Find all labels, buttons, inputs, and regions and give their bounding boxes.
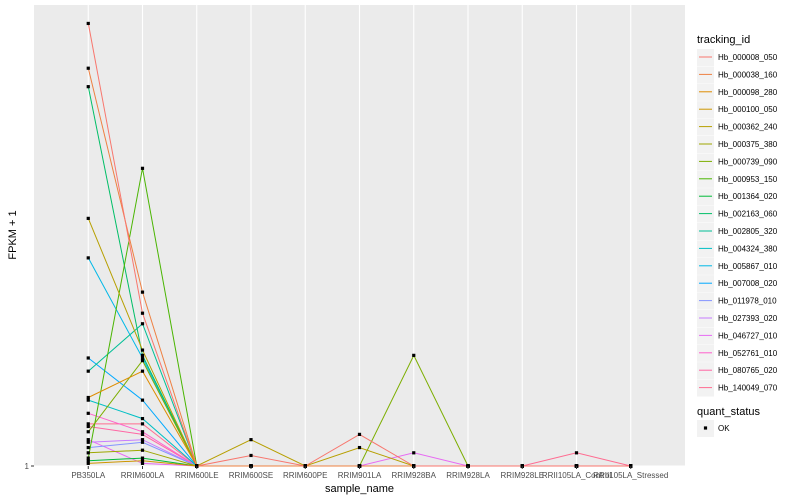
data-point bbox=[86, 356, 90, 360]
data-point bbox=[140, 440, 145, 444]
legend-label: Hb_005867_010 bbox=[718, 262, 778, 271]
legend-label: Hb_000375_380 bbox=[718, 140, 778, 149]
x-tick-label: RRIM600LE bbox=[175, 471, 219, 480]
legend-label: Hb_000098_280 bbox=[718, 88, 778, 97]
x-tick-label: RRIM928LE bbox=[500, 471, 544, 480]
x-tick-label: RRIM600PE bbox=[283, 471, 327, 480]
x-tick-label: RRII105LA_Control bbox=[542, 471, 612, 480]
data-point bbox=[140, 356, 145, 360]
legend-label: Hb_046727_010 bbox=[718, 331, 778, 340]
data-point bbox=[140, 430, 145, 434]
data-point bbox=[140, 348, 145, 352]
x-tick-label: RRIM928LA bbox=[446, 471, 490, 480]
legend-label: Hb_011978_010 bbox=[718, 297, 777, 306]
shape-legend-marker bbox=[703, 426, 708, 430]
legend-label: Hb_052761_010 bbox=[718, 349, 778, 358]
data-point bbox=[140, 353, 145, 357]
data-point bbox=[86, 369, 90, 373]
color-legend: tracking_id Hb_000008_050Hb_000038_160Hb… bbox=[697, 34, 778, 397]
legend-title: tracking_id bbox=[697, 34, 750, 46]
shape-legend: quant_status OK bbox=[697, 406, 760, 437]
data-point bbox=[140, 359, 145, 363]
legend-label: Hb_002163_060 bbox=[718, 210, 778, 219]
x-tick-label: RRIM600LA bbox=[121, 471, 165, 480]
data-point bbox=[140, 290, 145, 294]
shape-legend-title: quant_status bbox=[697, 406, 760, 418]
data-point bbox=[140, 322, 145, 326]
data-point bbox=[86, 459, 90, 463]
data-point bbox=[140, 398, 145, 402]
legend-label: Hb_140049_070 bbox=[718, 384, 778, 393]
data-point bbox=[140, 461, 145, 465]
shape-legend-label: OK bbox=[718, 424, 730, 433]
x-tick-label: RRIM928BA bbox=[392, 471, 437, 480]
data-point bbox=[140, 438, 145, 442]
data-point bbox=[140, 166, 145, 170]
legend-label: Hb_000100_050 bbox=[718, 105, 778, 114]
data-point bbox=[86, 456, 90, 460]
y-axis: 1 bbox=[25, 462, 34, 471]
data-point bbox=[412, 451, 416, 455]
data-point bbox=[86, 411, 90, 415]
data-point bbox=[412, 353, 416, 357]
data-point bbox=[86, 438, 90, 442]
legend-label: Hb_000008_050 bbox=[718, 53, 778, 62]
data-point bbox=[86, 395, 90, 400]
data-point bbox=[140, 456, 145, 460]
x-axis-title: sample_name bbox=[325, 483, 394, 495]
x-axis: PB350LA RRIM600LA RRIM600LE RRIM600SE RRIM60… bbox=[71, 466, 668, 480]
data-point bbox=[140, 416, 145, 421]
data-point bbox=[86, 66, 90, 70]
shape-legend-entries: OK bbox=[697, 420, 730, 437]
data-point bbox=[86, 256, 90, 260]
data-point bbox=[140, 432, 145, 436]
legend-label: Hb_007008_020 bbox=[718, 279, 778, 288]
data-point bbox=[86, 461, 90, 465]
legend-label: Hb_004324_380 bbox=[718, 244, 778, 253]
data-point bbox=[574, 451, 579, 455]
data-point bbox=[86, 424, 90, 429]
legend-label: Hb_080765_020 bbox=[718, 366, 778, 375]
data-point bbox=[86, 422, 90, 426]
data-point bbox=[86, 21, 90, 26]
legend-label: Hb_000953_150 bbox=[718, 175, 778, 184]
data-point bbox=[140, 459, 145, 463]
data-point bbox=[140, 448, 145, 452]
legend-label: Hb_000739_090 bbox=[718, 157, 778, 166]
data-point bbox=[86, 440, 90, 444]
data-point bbox=[140, 369, 145, 373]
x-tick-label: PB350LA bbox=[71, 471, 105, 480]
y-axis-title: FPKM + 1 bbox=[7, 210, 19, 259]
data-point bbox=[140, 422, 145, 426]
x-tick-label: RRIM600SE bbox=[229, 471, 273, 480]
data-point bbox=[249, 438, 253, 442]
legend-key bbox=[697, 118, 714, 136]
legend-label: Hb_001364_020 bbox=[718, 192, 778, 201]
x-tick-label: RRIM901LA bbox=[338, 471, 382, 480]
data-point bbox=[86, 445, 90, 450]
legend-label: Hb_002805_320 bbox=[718, 227, 778, 236]
data-point bbox=[86, 85, 90, 89]
data-point bbox=[357, 432, 362, 436]
legend-label: Hb_000038_160 bbox=[718, 70, 778, 79]
legend-label: Hb_027393_020 bbox=[718, 314, 778, 323]
y-tick-label: 1 bbox=[25, 462, 30, 471]
data-point bbox=[86, 451, 90, 455]
data-point bbox=[140, 311, 145, 315]
data-point bbox=[249, 453, 253, 458]
data-point bbox=[357, 445, 362, 450]
x-tick-label: RRII105LA_Stressed bbox=[593, 471, 668, 480]
legend-entries: Hb_000008_050 Hb_000038_160 Hb_000098_280 H… bbox=[697, 49, 778, 397]
data-point bbox=[86, 398, 90, 402]
data-point bbox=[86, 216, 90, 220]
legend-label: Hb_000362_240 bbox=[718, 123, 778, 132]
data-point bbox=[86, 430, 90, 434]
